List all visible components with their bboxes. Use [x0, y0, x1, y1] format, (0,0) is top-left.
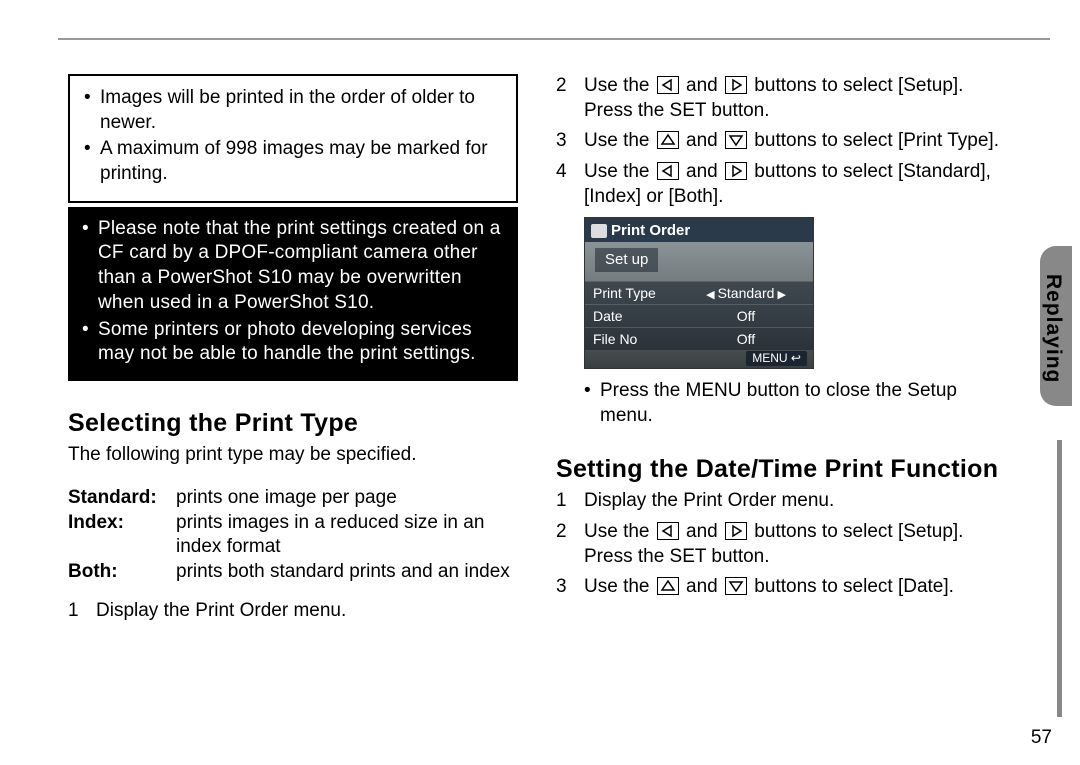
step-text: Use the and buttons to select [Standard]…	[584, 160, 1010, 209]
lcd-menu-badge: MENU ↩	[746, 351, 807, 367]
def-desc: prints both standard prints and an index	[176, 560, 518, 585]
lcd-row: File NoOff	[585, 327, 813, 350]
camera-lcd-screenshot: Print Order Set up Print TypeStandard Da…	[584, 217, 814, 369]
lcd-setup-label: Set up	[595, 248, 658, 272]
step-number: 4	[556, 160, 584, 209]
section-tab-label: Replaying	[1041, 274, 1065, 383]
step-text: Use the and buttons to select [Setup]. P…	[584, 74, 1010, 123]
step-row: 3 Use the and buttons to select [Print T…	[556, 129, 1010, 154]
step-row: 3 Use the and buttons to select [Date].	[556, 575, 1010, 600]
warning-text: Please note that the print settings crea…	[98, 217, 504, 316]
down-arrow-icon	[725, 577, 747, 595]
step-text: Display the Print Order menu.	[584, 489, 1010, 514]
lcd-row: DateOff	[585, 304, 813, 327]
lcd-option-list: Print TypeStandard DateOff File NoOff	[585, 281, 813, 351]
step-row: 1 Display the Print Order menu.	[556, 489, 1010, 514]
def-term: Index:	[68, 511, 176, 560]
def-desc: prints one image per page	[176, 486, 518, 511]
intro-text: The following print type may be specifie…	[68, 443, 518, 468]
note-text: Images will be printed in the order of o…	[100, 86, 502, 135]
def-term: Both:	[68, 560, 176, 585]
right-arrow-icon	[725, 76, 747, 94]
step-number: 1	[68, 599, 96, 624]
heading-print-type: Selecting the Print Type	[68, 407, 518, 440]
left-arrow-icon	[657, 76, 679, 94]
print-icon	[591, 224, 607, 238]
info-box-black: •Please note that the print settings cre…	[68, 207, 518, 381]
up-arrow-icon	[657, 577, 679, 595]
heading-date-time: Setting the Date/Time Print Function	[556, 453, 1010, 486]
step-number: 1	[556, 489, 584, 514]
right-column: 2 Use the and buttons to select [Setup].…	[556, 74, 1010, 606]
step-text: Use the and buttons to select [Print Typ…	[584, 129, 1010, 154]
definition-list: Standard: prints one image per page Inde…	[68, 486, 518, 585]
def-desc: prints images in a reduced size in an in…	[176, 511, 518, 560]
step-number: 3	[556, 575, 584, 600]
down-arrow-icon	[725, 131, 747, 149]
step-row: 2 Use the and buttons to select [Setup].…	[556, 74, 1010, 123]
note-text: Press the MENU button to close the Setup…	[600, 379, 1010, 428]
lcd-row: Print TypeStandard	[585, 281, 813, 304]
lcd-title: Print Order	[611, 221, 690, 241]
info-box-white: •Images will be printed in the order of …	[68, 74, 518, 203]
step-number: 2	[556, 520, 584, 569]
step-number: 2	[556, 74, 584, 123]
step-row: 2 Use the and buttons to select [Setup].…	[556, 520, 1010, 569]
right-arrow-icon	[725, 162, 747, 180]
step-text: Use the and buttons to select [Setup]. P…	[584, 520, 1010, 569]
left-arrow-icon	[657, 522, 679, 540]
page-number: 57	[1031, 727, 1052, 749]
left-arrow-icon	[657, 162, 679, 180]
step-row: 4 Use the and buttons to select [Standar…	[556, 160, 1010, 209]
note-text: A maximum of 998 images may be marked fo…	[100, 137, 502, 186]
step-text: Display the Print Order menu.	[96, 599, 518, 624]
right-arrow-icon	[725, 522, 747, 540]
def-term: Standard:	[68, 486, 176, 511]
lcd-title-bar: Print Order	[585, 218, 813, 245]
left-column: •Images will be printed in the order of …	[68, 74, 518, 630]
warning-text: Some printers or photo developing servic…	[98, 318, 504, 367]
step-row: 1 Display the Print Order menu.	[68, 599, 518, 624]
header-rule	[58, 38, 1050, 40]
up-arrow-icon	[657, 131, 679, 149]
step-text: Use the and buttons to select [Date].	[584, 575, 1010, 600]
page-margin-line	[1057, 440, 1062, 717]
step-number: 3	[556, 129, 584, 154]
